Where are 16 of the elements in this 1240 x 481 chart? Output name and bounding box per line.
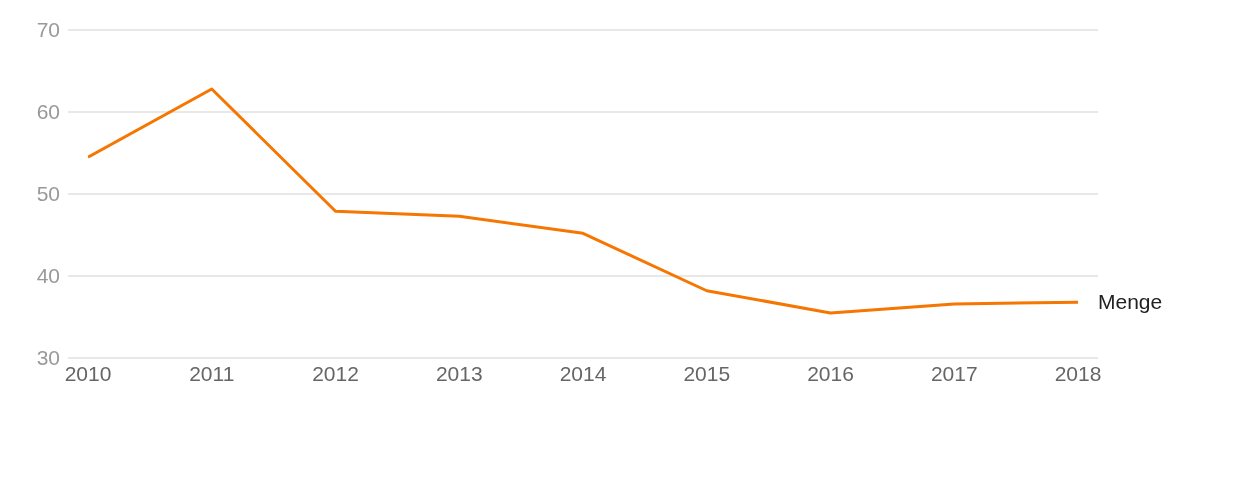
y-tick-label: 50 <box>36 182 60 206</box>
x-tick-label: 2014 <box>559 361 607 385</box>
x-tick-label: 2013 <box>435 361 483 385</box>
y-tick-label: 60 <box>36 100 60 124</box>
x-tick-label: 2012 <box>312 361 359 385</box>
x-tick-label: 2011 <box>189 361 235 385</box>
series-label: Menge <box>1098 290 1163 314</box>
x-tick-label: 2016 <box>807 361 854 385</box>
x-tick-label: 2018 <box>1054 361 1102 385</box>
y-tick-label: 30 <box>36 346 60 370</box>
y-tick-label: 40 <box>36 264 60 288</box>
x-tick-label: 2017 <box>930 361 978 385</box>
x-tick-label: 2010 <box>64 361 112 385</box>
line-series <box>88 87 1078 315</box>
x-tick-label: 2015 <box>683 361 731 385</box>
y-tick-label: 70 <box>36 18 60 42</box>
